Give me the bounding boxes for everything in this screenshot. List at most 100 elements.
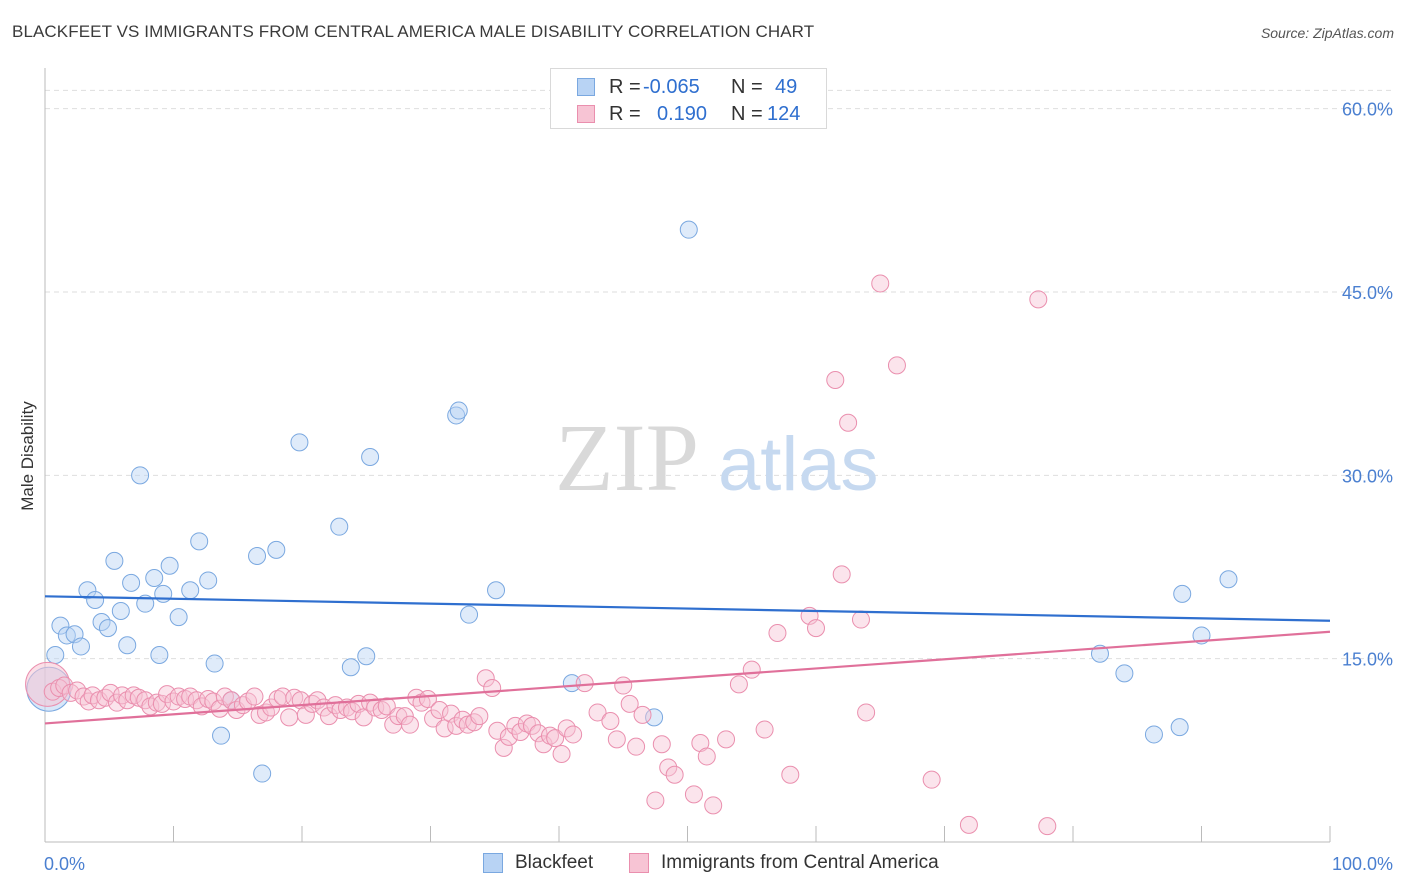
central-america-point [652,735,671,754]
central-america-point [529,724,548,743]
central-america-point [400,715,419,734]
central-america-point [601,712,620,730]
central-america-point [717,730,736,749]
central-america-point [755,720,774,739]
r-label: R = [609,75,641,98]
central-america-point [575,674,594,693]
n-value: 49 [775,75,798,98]
axes [44,68,1331,843]
r-value: 0.190 [657,102,708,125]
central-america-point [124,686,143,705]
blackfeet-trend-line [44,595,1331,622]
blackfeet-point [160,556,179,575]
central-america-point [488,721,507,740]
central-america-point [465,713,484,732]
stats-row-blackfeet: R = -0.065 N = 49 [551,75,828,99]
source-credit: Source: ZipAtlas.com [1260,25,1394,41]
blackfeet-point [190,532,209,551]
legend-item-central-america: Immigrants from Central America [629,852,939,874]
central-america-point [665,765,684,784]
series-legend: Blackfeet Immigrants from Central Americ… [0,850,1406,880]
blackfeet-point [1170,718,1189,737]
blackfeet-point [105,551,124,570]
blackfeet-point [267,540,286,559]
legend-label: Blackfeet [515,852,594,873]
central-america-point [684,785,703,804]
blackfeet-point [122,573,141,592]
blackfeet-point [357,647,376,666]
central-america-point [857,703,876,722]
blackfeet-point [205,654,224,673]
blackfeet-point [487,581,506,600]
central-america-point [377,697,396,716]
central-america-point [781,765,800,784]
central-america-point [871,274,890,293]
central-america-point [50,679,69,697]
blackfeet-point [150,646,169,664]
central-america-point [807,619,825,638]
blackfeet-point [1115,664,1134,683]
central-america-point [546,729,565,748]
central-america-point [517,714,536,733]
central-america-trend-line [44,630,1331,725]
central-america-point [704,796,723,815]
central-america-point [343,702,362,721]
central-america-point [273,687,292,706]
chart-title: BLACKFEET VS IMMIGRANTS FROM CENTRAL AME… [12,22,815,41]
central-america-point [192,697,211,716]
central-america-point [552,745,571,763]
x-tick-label: 100.0% [1332,854,1393,874]
central-america-point [646,791,665,810]
central-america-point [326,696,345,715]
central-america-point [959,815,978,834]
blackfeet-point [460,605,479,624]
watermark-zip: ZIP [555,404,699,511]
trend-lines [44,595,1331,725]
blackfeet-swatch [483,853,503,873]
blackfeet-point [248,547,267,565]
central-america-point [729,675,748,694]
blackfeet-point [111,602,130,620]
central-america-point [483,679,502,697]
blackfeet-point [78,581,97,600]
central-america-point [101,683,120,702]
central-america-point [839,413,858,432]
blackfeet-point [46,646,65,664]
central-america-point [152,694,171,713]
central-america-point [564,725,583,744]
central-america-point [922,770,941,789]
central-america-point [372,701,391,719]
central-america-point [296,705,315,724]
central-america-point [494,738,513,757]
y-tick-label: 45.0% [1342,283,1393,303]
blackfeet-point [86,591,105,609]
central-america-point [614,676,633,695]
y-tick-label: 15.0% [1342,650,1393,670]
blackfeet-point [1219,570,1238,589]
y-tick-label: 60.0% [1342,100,1393,120]
central-america-point [851,610,870,629]
central-america-point [470,707,489,726]
blackfeet-point [57,626,76,645]
blackfeet-point [199,571,218,590]
watermark: ZIP atlas [555,404,879,511]
blackfeet-point [71,637,90,656]
central-america-point [158,685,177,704]
n-label: N = [731,75,763,98]
blackfeet-point [118,636,137,655]
central-america-point [204,692,223,711]
central-america-point [430,701,449,719]
central-america-point [633,705,652,724]
central-america-point [280,708,299,727]
blackfeet-point [98,619,117,638]
central-america-point [541,726,560,745]
central-america-point [245,687,264,706]
central-america-point [826,371,845,389]
central-america-point [1029,290,1048,309]
central-america-point [1038,817,1057,836]
central-america-point [832,565,851,584]
central-america-point [588,703,607,722]
legend-item-blackfeet: Blackfeet [483,852,593,874]
central-america-swatch [577,105,595,123]
